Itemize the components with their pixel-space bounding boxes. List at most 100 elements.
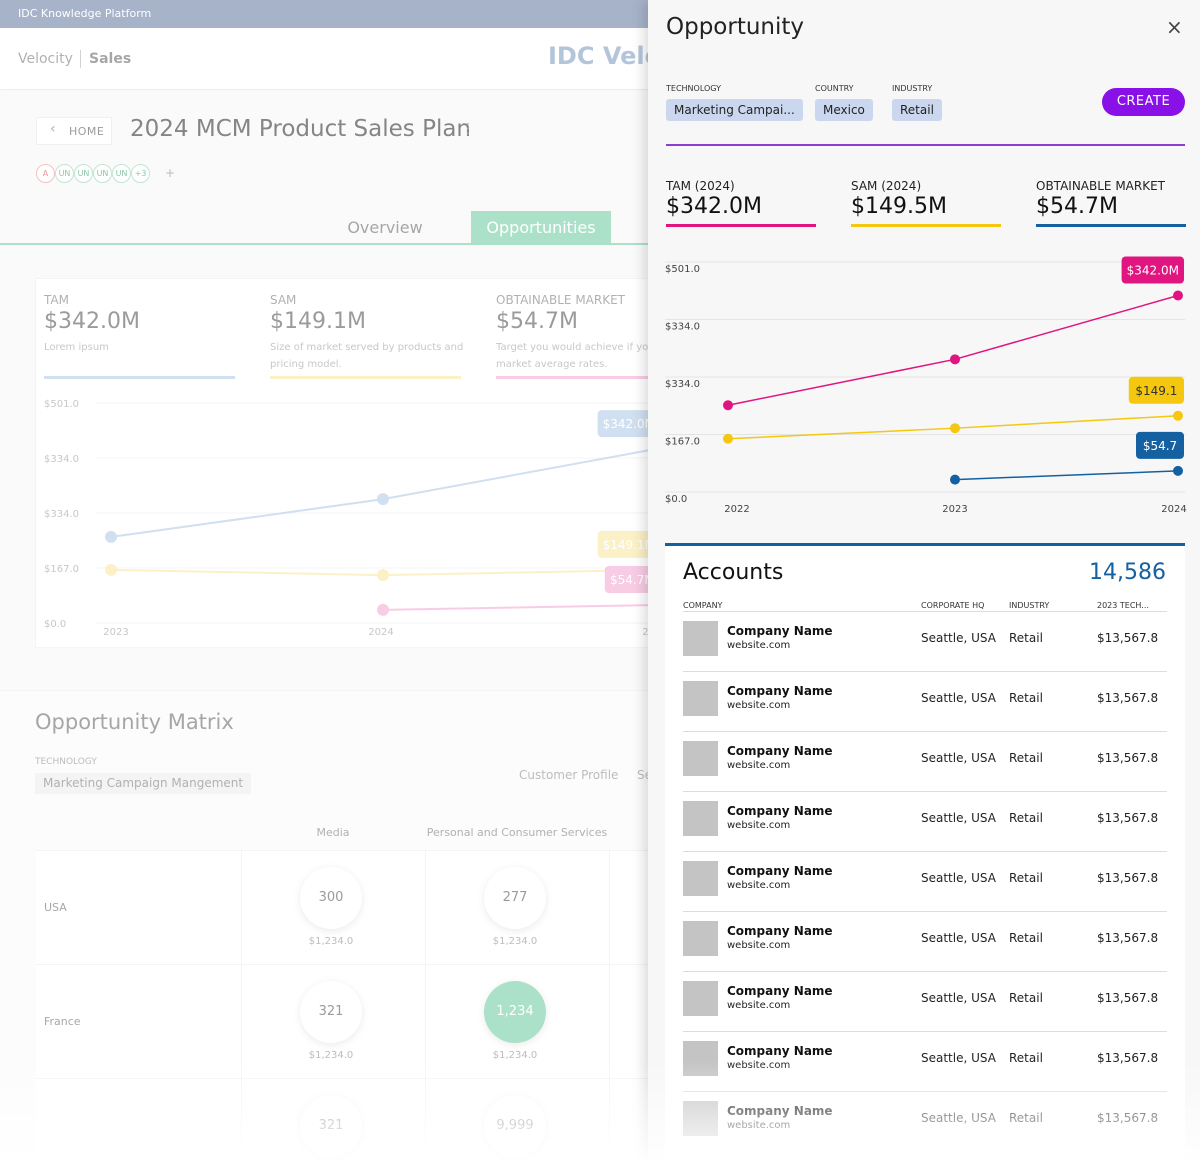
more-icon: ⋮ <box>461 121 475 137</box>
close-button[interactable]: × <box>1166 15 1183 39</box>
company-name[interactable]: Company Name <box>727 804 833 818</box>
product-name: Velocity <box>18 51 73 67</box>
top-bar-title: IDC Knowledge Platform <box>18 7 152 20</box>
row-divider <box>683 671 1167 672</box>
create-button[interactable]: CREATE <box>1102 88 1185 116</box>
column-header: INDUSTRY <box>1009 601 1050 610</box>
filter-chip[interactable]: Retail <box>892 99 942 121</box>
company-website: website.com <box>727 760 791 771</box>
filter-chip[interactable]: Marketing Campaign Mangement <box>35 773 252 794</box>
company-industry: Retail <box>1009 871 1043 885</box>
company-hq: Seattle, USA <box>921 871 996 885</box>
avatar: UN <box>74 164 93 183</box>
metric-underline <box>44 376 235 379</box>
section-name: Sales <box>89 51 132 67</box>
divider <box>80 50 81 68</box>
x-tick-label: 2023 <box>103 627 128 638</box>
metric-note: Size of market served by products and pr… <box>270 342 464 370</box>
data-point <box>723 400 733 411</box>
column-header: Personal and Consumer Services <box>426 826 608 839</box>
company-name[interactable]: Company Name <box>727 744 833 758</box>
tab-active[interactable]: Opportunities <box>471 211 611 244</box>
company-spend: $13,567.8 <box>1097 811 1159 825</box>
metric-label: OBTAINABLE MARKET <box>496 293 626 307</box>
company-spend: $13,567.8 <box>1097 871 1159 885</box>
y-tick-label: $167.0 <box>44 564 79 575</box>
metric-label: SAM (2024) <box>851 179 922 193</box>
filter-label: TECHNOLOGY <box>666 84 721 93</box>
bubble[interactable]: 300 <box>300 867 362 929</box>
company-logo <box>683 801 718 836</box>
company-industry: Retail <box>1009 631 1043 645</box>
bubble-amount: $1,234.0 <box>492 936 538 947</box>
series-line <box>727 294 1179 406</box>
company-website: website.com <box>727 820 791 831</box>
filter-chip[interactable]: Marketing Campai... <box>666 99 803 121</box>
company-name[interactable]: Company Name <box>727 1044 833 1058</box>
panel-title: Opportunity <box>666 14 805 40</box>
filter-label: TECHNOLOGY <box>35 757 97 767</box>
x-tick-label: 2022 <box>724 504 749 515</box>
avatar: +3 <box>131 164 150 183</box>
company-name[interactable]: Company Name <box>727 924 833 938</box>
column-divider <box>241 850 242 1162</box>
bubble[interactable]: 277 <box>484 867 546 929</box>
metric-value: $54.7M <box>1036 194 1118 219</box>
row-label: USA <box>44 901 67 914</box>
company-spend: $13,567.8 <box>1097 751 1159 765</box>
company-name[interactable]: Company Name <box>727 864 833 878</box>
filter-chip[interactable]: Mexico <box>815 99 873 121</box>
column-divider <box>609 850 610 1162</box>
avatar: UN <box>112 164 131 183</box>
data-point <box>105 530 117 543</box>
tab[interactable]: Overview <box>347 218 423 237</box>
company-logo <box>683 861 718 896</box>
y-tick-label: $167.0 <box>665 437 700 448</box>
accounts-card <box>665 543 1185 1162</box>
y-tick-label: $501.0 <box>665 264 700 275</box>
row-divider <box>683 1031 1167 1032</box>
data-point <box>1173 465 1183 476</box>
back-button[interactable] <box>36 117 112 145</box>
callout-label: $342.0M <box>603 417 655 431</box>
metric-label: TAM (2024) <box>666 179 735 193</box>
callout-box <box>597 410 660 438</box>
filter-label: INDUSTRY <box>892 84 933 93</box>
metric-underline <box>270 376 461 379</box>
company-industry: Retail <box>1009 991 1043 1005</box>
metric-label: SAM <box>270 293 297 307</box>
back-chevron: ‹ <box>50 121 56 137</box>
company-website: website.com <box>727 640 791 651</box>
bubble[interactable]: 1,234 <box>484 981 546 1043</box>
company-name[interactable]: Company Name <box>727 624 833 638</box>
company-name[interactable]: Company Name <box>727 684 833 698</box>
chart: $501.0 $334.0 $334.0 $167.0 $0.0 2022 2023 2024… <box>665 256 1187 515</box>
company-industry: Retail <box>1009 931 1043 945</box>
column-divider <box>425 850 426 1162</box>
company-website: website.com <box>727 700 791 711</box>
company-industry: Retail <box>1009 811 1043 825</box>
callout-box <box>1121 256 1184 284</box>
callout-box <box>604 565 660 593</box>
data-point <box>377 603 389 616</box>
row-label: France <box>44 1015 81 1028</box>
x-tick-label: 2024 <box>368 627 393 638</box>
row-divider <box>683 731 1167 732</box>
metric-note: Lorem ipsum <box>44 342 109 353</box>
company-name[interactable]: Company Name <box>727 984 833 998</box>
metric-value: $149.5M <box>851 194 947 219</box>
column-header: CORPORATE HQ <box>921 601 985 610</box>
matrix-tab[interactable]: Customer Profile <box>519 768 619 782</box>
y-tick-label: $0.0 <box>44 619 66 630</box>
bubble[interactable]: 321 <box>300 981 362 1043</box>
company-website: website.com <box>727 940 791 951</box>
bubble-amount: $1,234.0 <box>308 936 354 947</box>
bottom-fade <box>0 1060 1200 1162</box>
y-tick-label: $0.0 <box>665 494 687 505</box>
callout-box <box>1136 431 1184 459</box>
callout-label: $54.7 <box>1143 439 1177 453</box>
avatar: A <box>36 164 55 183</box>
company-hq: Seattle, USA <box>921 811 996 825</box>
metric-underline <box>851 224 1001 227</box>
back-label[interactable]: HOME <box>69 125 105 138</box>
